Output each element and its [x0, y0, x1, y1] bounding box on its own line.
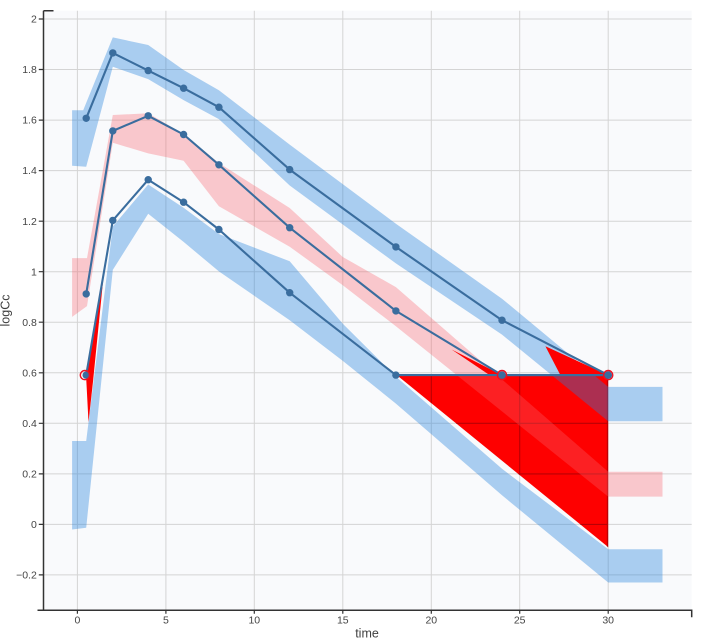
svg-text:1.2: 1.2 [22, 216, 37, 228]
svg-text:25: 25 [514, 614, 526, 626]
svg-text:5: 5 [163, 614, 169, 626]
svg-text:2: 2 [31, 14, 37, 26]
svg-text:0.4: 0.4 [22, 418, 37, 430]
svg-text:logCc: logCc [0, 295, 13, 327]
svg-text:10: 10 [248, 614, 260, 626]
svg-text:0.8: 0.8 [22, 317, 37, 329]
svg-text:0: 0 [31, 519, 37, 531]
svg-text:−0.2: −0.2 [16, 570, 37, 582]
svg-text:1.6: 1.6 [22, 115, 37, 127]
svg-text:1: 1 [31, 266, 37, 278]
svg-text:0: 0 [74, 614, 80, 626]
svg-text:0.6: 0.6 [22, 367, 37, 379]
svg-text:30: 30 [602, 614, 614, 626]
svg-text:15: 15 [337, 614, 349, 626]
svg-text:20: 20 [425, 614, 437, 626]
svg-text:0.2: 0.2 [22, 469, 37, 481]
svg-text:time: time [355, 627, 379, 641]
svg-text:1.4: 1.4 [22, 165, 37, 177]
svg-text:1.8: 1.8 [22, 64, 37, 76]
